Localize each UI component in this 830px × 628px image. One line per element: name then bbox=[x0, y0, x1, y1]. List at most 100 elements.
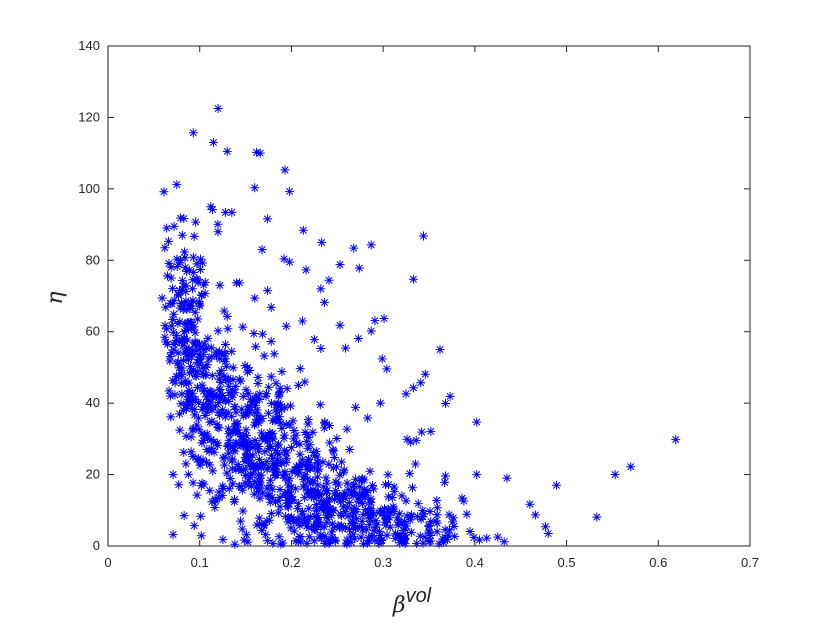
data-point bbox=[180, 347, 190, 357]
data-point bbox=[272, 407, 282, 417]
data-point bbox=[283, 498, 293, 508]
data-point bbox=[432, 503, 442, 513]
data-point bbox=[390, 533, 400, 543]
data-point bbox=[211, 496, 221, 506]
data-point bbox=[361, 525, 371, 535]
data-point bbox=[344, 525, 354, 535]
data-point bbox=[210, 503, 220, 513]
data-point bbox=[162, 324, 172, 334]
data-point bbox=[257, 525, 267, 535]
data-point bbox=[199, 369, 209, 379]
data-point bbox=[175, 425, 185, 435]
data-point bbox=[179, 511, 189, 521]
data-point bbox=[261, 391, 271, 401]
data-point bbox=[271, 445, 281, 455]
data-point bbox=[365, 520, 375, 530]
data-point bbox=[366, 532, 376, 542]
data-point bbox=[393, 520, 403, 530]
data-point bbox=[207, 416, 217, 426]
data-point bbox=[462, 509, 472, 519]
data-point bbox=[203, 401, 213, 411]
data-point bbox=[276, 418, 286, 428]
data-point bbox=[298, 225, 308, 235]
data-point bbox=[236, 466, 246, 476]
data-point bbox=[289, 434, 299, 444]
data-point bbox=[439, 537, 449, 547]
data-point bbox=[345, 498, 355, 508]
data-point bbox=[223, 424, 233, 434]
data-point bbox=[194, 297, 204, 307]
data-point bbox=[286, 482, 296, 492]
data-point bbox=[168, 327, 178, 337]
data-point bbox=[246, 469, 256, 479]
data-point bbox=[327, 519, 337, 529]
data-point bbox=[213, 104, 223, 113]
data-point bbox=[382, 530, 392, 540]
data-point bbox=[266, 398, 276, 408]
data-point bbox=[406, 510, 416, 520]
data-point bbox=[360, 492, 370, 502]
data-point bbox=[275, 484, 285, 494]
data-point bbox=[202, 407, 212, 417]
data-point bbox=[184, 345, 194, 355]
y-tick-label: 0 bbox=[93, 538, 100, 553]
data-point bbox=[189, 521, 199, 531]
data-point bbox=[383, 514, 393, 524]
data-point bbox=[444, 525, 454, 535]
data-point bbox=[203, 395, 213, 405]
data-point bbox=[294, 460, 304, 470]
data-point bbox=[197, 428, 207, 438]
data-point bbox=[400, 530, 410, 540]
data-point bbox=[294, 518, 304, 528]
data-point bbox=[178, 304, 188, 314]
data-point bbox=[525, 499, 535, 509]
data-point bbox=[246, 481, 256, 491]
data-point bbox=[245, 472, 255, 482]
data-point bbox=[192, 274, 202, 284]
data-point bbox=[228, 427, 238, 437]
data-point bbox=[225, 474, 235, 484]
data-point bbox=[172, 262, 182, 272]
data-point bbox=[177, 298, 187, 308]
data-point bbox=[335, 260, 345, 270]
data-point bbox=[269, 349, 279, 359]
data-point bbox=[194, 424, 204, 434]
data-point bbox=[277, 423, 287, 433]
data-point bbox=[238, 391, 248, 401]
data-point bbox=[328, 532, 338, 542]
data-point bbox=[243, 480, 253, 490]
data-point bbox=[364, 497, 374, 507]
data-point bbox=[405, 515, 415, 525]
data-point bbox=[418, 505, 428, 515]
data-point bbox=[167, 299, 177, 309]
data-point bbox=[205, 417, 215, 427]
data-point bbox=[301, 518, 311, 528]
data-point bbox=[264, 431, 274, 441]
data-point bbox=[300, 377, 310, 387]
data-point bbox=[268, 453, 278, 463]
data-point bbox=[202, 343, 212, 353]
data-point bbox=[191, 371, 201, 381]
data-point bbox=[238, 465, 248, 475]
data-point bbox=[180, 253, 190, 263]
data-point bbox=[244, 476, 254, 486]
data-point bbox=[357, 516, 367, 526]
y-axis-title: η bbox=[43, 291, 68, 304]
data-point bbox=[253, 441, 263, 451]
data-point bbox=[249, 329, 259, 339]
data-point bbox=[180, 319, 190, 329]
data-point bbox=[257, 413, 267, 423]
data-point bbox=[352, 514, 362, 524]
data-point bbox=[166, 273, 176, 283]
data-point bbox=[207, 371, 217, 381]
data-point bbox=[365, 511, 375, 521]
data-point bbox=[195, 457, 205, 467]
data-point bbox=[164, 386, 174, 396]
data-point bbox=[411, 459, 421, 469]
x-tick-label: 0.6 bbox=[649, 555, 667, 570]
data-point bbox=[215, 410, 225, 420]
data-point bbox=[441, 471, 451, 481]
data-point bbox=[336, 497, 346, 507]
data-point bbox=[169, 345, 179, 355]
